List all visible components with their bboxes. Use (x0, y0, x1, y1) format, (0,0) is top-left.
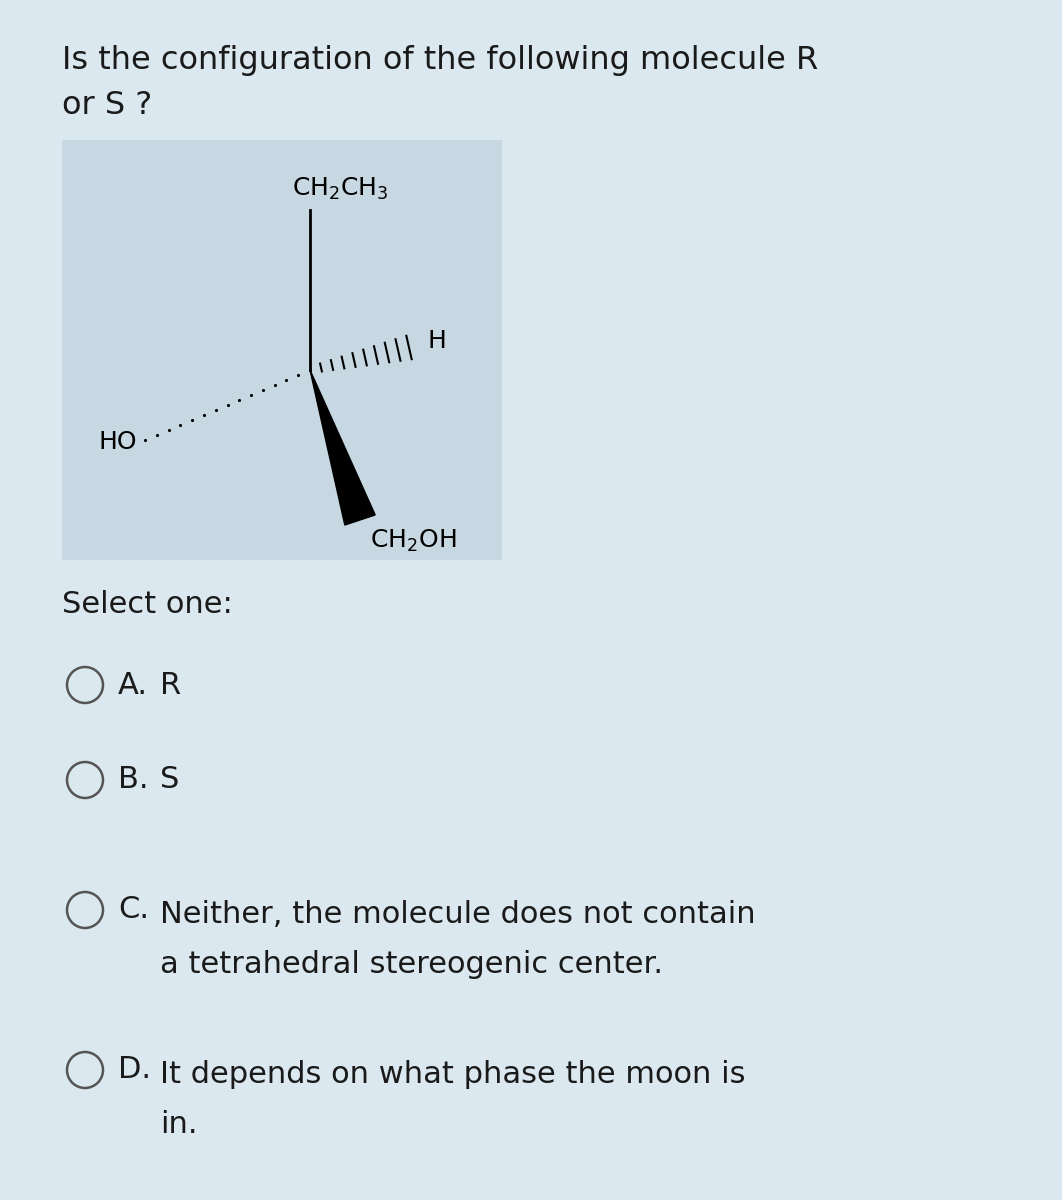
Text: A.: A. (118, 671, 148, 700)
Text: Select one:: Select one: (62, 590, 233, 619)
FancyBboxPatch shape (62, 140, 502, 560)
Text: HO: HO (99, 430, 137, 454)
Text: R: R (160, 671, 182, 700)
Text: $\mathregular{CH_2CH_3}$: $\mathregular{CH_2CH_3}$ (292, 175, 389, 202)
Text: S: S (160, 766, 179, 794)
Text: or S ?: or S ? (62, 90, 152, 121)
Text: a tetrahedral stereogenic center.: a tetrahedral stereogenic center. (160, 950, 663, 979)
Text: Is the configuration of the following molecule R: Is the configuration of the following mo… (62, 44, 818, 76)
Text: D.: D. (118, 1056, 151, 1085)
Text: $\mathregular{CH_2OH}$: $\mathregular{CH_2OH}$ (370, 528, 457, 554)
Text: It depends on what phase the moon is: It depends on what phase the moon is (160, 1060, 746, 1090)
Text: C.: C. (118, 895, 149, 924)
Text: Neither, the molecule does not contain: Neither, the molecule does not contain (160, 900, 756, 929)
Text: B.: B. (118, 766, 149, 794)
Text: H: H (428, 329, 447, 353)
Polygon shape (310, 370, 375, 526)
Text: in.: in. (160, 1110, 198, 1139)
